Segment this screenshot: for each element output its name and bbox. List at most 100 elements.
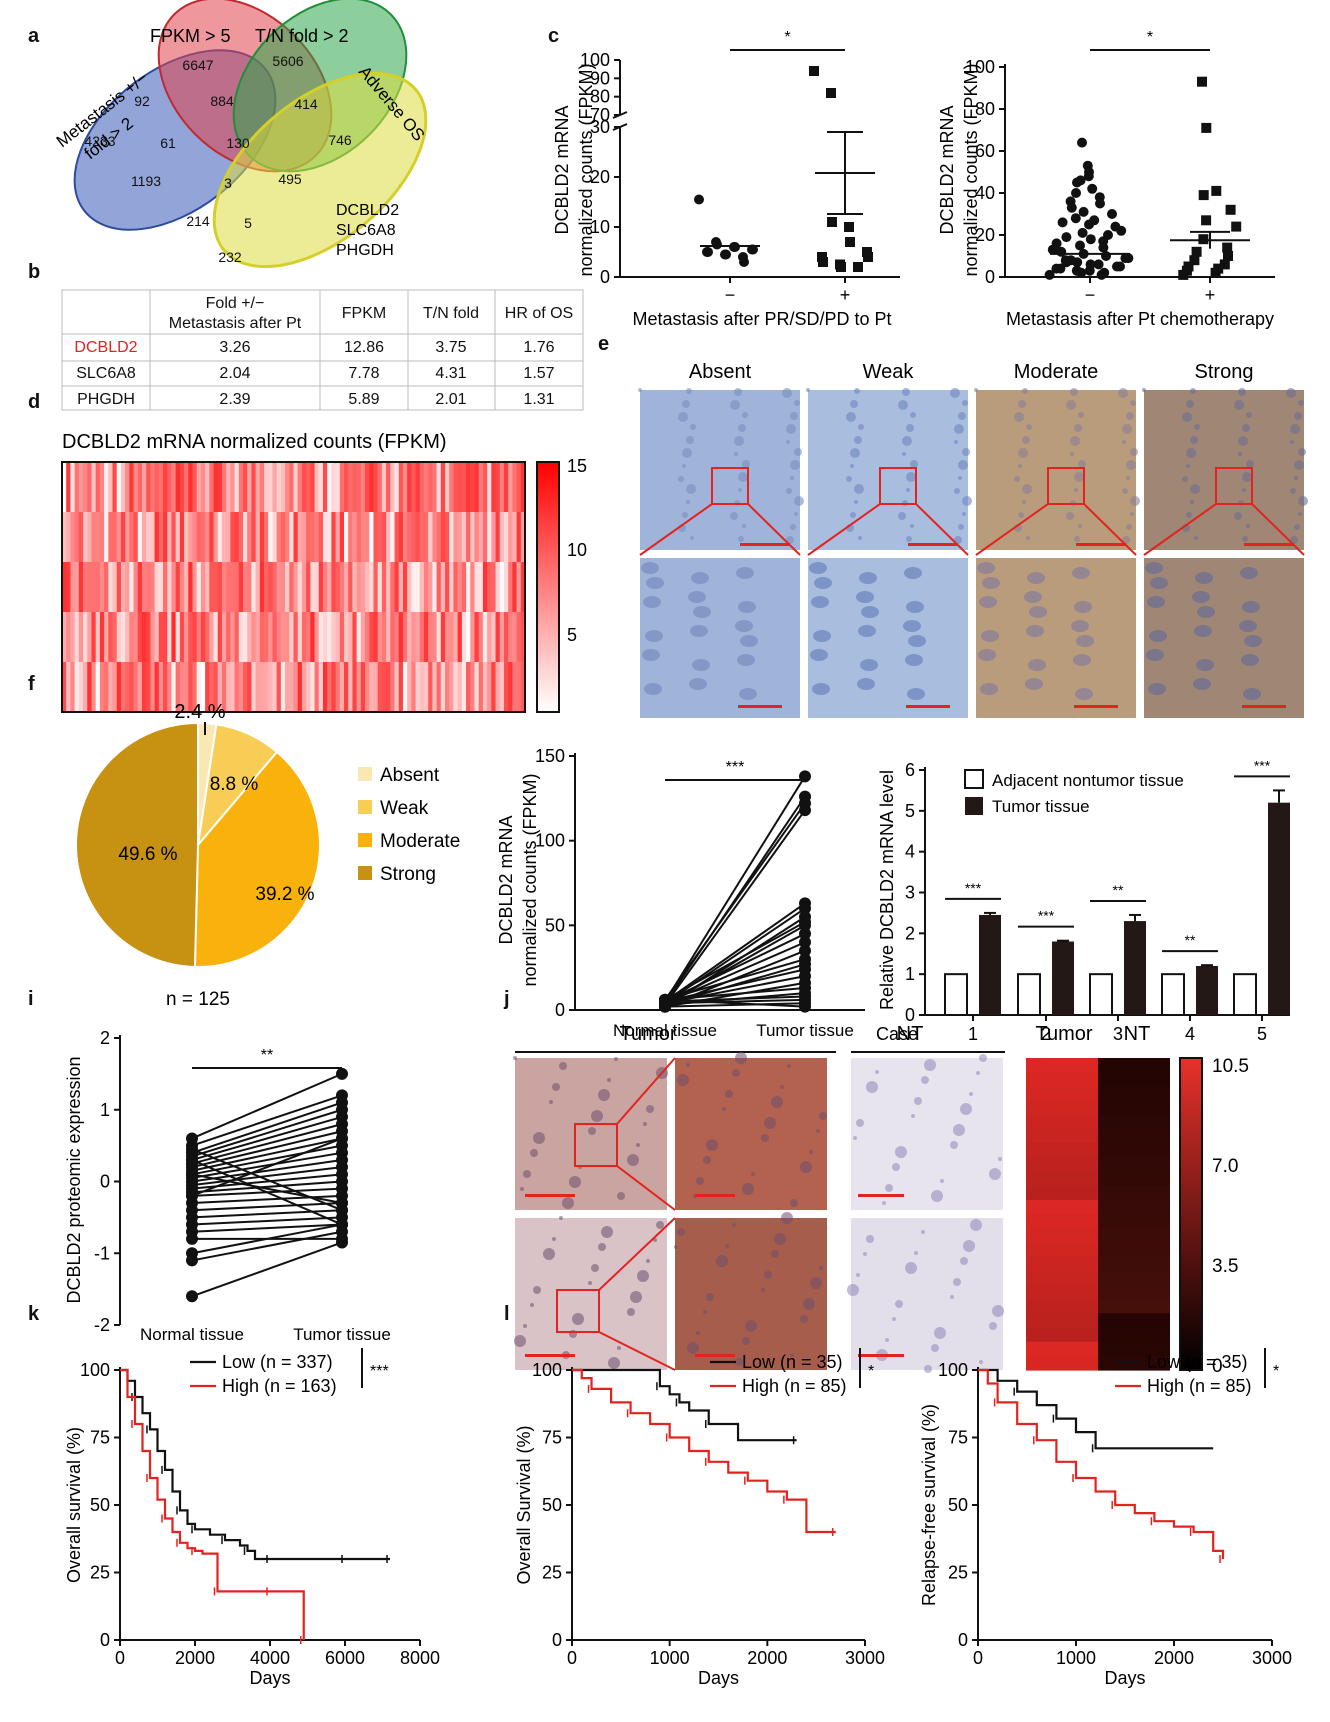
heatmap-cell (457, 662, 463, 713)
tissue-speck (885, 1338, 889, 1342)
cell-nucleus (738, 601, 756, 613)
cell-nucleus (1240, 567, 1258, 579)
scale-bar (525, 1354, 575, 1357)
tissue-speck (682, 448, 692, 458)
pair-line (191, 1101, 343, 1154)
heatmap-cell (386, 562, 391, 613)
y-tick-label: 25 (948, 1563, 968, 1583)
tissue-speck (559, 1216, 563, 1220)
heatmap-cell (394, 562, 400, 613)
data-point (818, 257, 828, 267)
heatmap-cell (184, 662, 189, 713)
heatmap-cell (188, 662, 194, 713)
cell-nucleus (644, 683, 662, 695)
heatmap-cell (87, 512, 93, 563)
heatmap-cell (310, 612, 316, 663)
legend-label: High (n = 85) (1147, 1376, 1252, 1396)
y-tick-label: 100 (580, 50, 610, 70)
tissue-speck (1118, 388, 1128, 398)
tissue-speck (682, 400, 690, 408)
tissue-speck (696, 1331, 700, 1335)
heatmap-cell (154, 512, 160, 563)
heatmap-cell (474, 612, 480, 663)
tissue-speck (1122, 488, 1128, 494)
heatmap-cell (482, 462, 488, 513)
heatmap-cell (461, 562, 467, 613)
tissue-speck (911, 1114, 915, 1118)
tissue-speck (1018, 512, 1024, 518)
heatmap-cell (163, 512, 168, 563)
heatmap-cell (141, 662, 147, 713)
y-tick-label: 1 (905, 964, 915, 984)
heatmap-cell (251, 562, 257, 613)
pair-line (191, 1209, 343, 1219)
heatmap-cell (322, 562, 328, 613)
heatmap-cell (491, 462, 497, 513)
data-point (845, 237, 855, 247)
cell-nucleus (1028, 659, 1046, 671)
heatmap-cell (314, 562, 320, 613)
heatmap-cell (221, 512, 227, 563)
y-tick-label: 60 (975, 141, 995, 161)
tissue-speck (716, 1255, 728, 1267)
heatmap-cell (70, 662, 76, 713)
x-tick-label: Normal tissue (613, 1021, 717, 1040)
heatmap-cell (516, 462, 522, 513)
heatmap-cell (373, 612, 379, 663)
heatmap-cell (66, 462, 72, 513)
heatmap-cell (453, 462, 459, 513)
heatmap-cell (83, 462, 88, 513)
heatmap-cell (381, 562, 387, 613)
heatmap-cell (339, 612, 345, 663)
tissue-speck (682, 464, 686, 468)
cell-nucleus (1239, 620, 1257, 632)
table-cell: 1.57 (523, 365, 554, 382)
heatmap-cell (264, 512, 269, 563)
heatmap-cell (66, 512, 72, 563)
heatmap-cell (310, 562, 316, 613)
tissue-speck (1130, 448, 1138, 456)
cell-nucleus (908, 635, 926, 647)
heatmap-cell (276, 662, 282, 713)
heatmap-cell (116, 612, 122, 663)
heatmap-cell (428, 512, 433, 563)
heatmap-cell (344, 662, 349, 713)
legend-label: Absent (380, 765, 440, 786)
heatmap-cell (163, 462, 168, 513)
venn-set-os (212, 71, 428, 269)
tissue-speck (686, 1063, 690, 1067)
heatmap-cell (66, 612, 72, 663)
heatmap-cell (365, 612, 370, 663)
tissue-speck (738, 536, 744, 542)
tissue-speck (850, 448, 860, 458)
tissue-speck (1298, 512, 1302, 516)
heatmap-cell (1026, 1355, 1098, 1371)
tissue-speck (794, 448, 802, 456)
data-point (836, 262, 846, 272)
tissue-speck (771, 1096, 783, 1108)
data-point (1047, 244, 1058, 255)
heatmap-cell (432, 462, 438, 513)
tissue-speck (1234, 400, 1244, 410)
heatmap-cell (83, 612, 88, 663)
heatmap-cell (436, 462, 442, 513)
pair-line (191, 1148, 343, 1212)
heatmap-cell (74, 512, 80, 563)
heatmap-cell (200, 462, 206, 513)
tissue-speck (1298, 496, 1308, 506)
heatmap-cell (436, 562, 442, 613)
heatmap-cell (276, 612, 282, 663)
chart-g: 0 50 100 150 Normal tissue Tumor tissue DCBLD2… (496, 746, 865, 1040)
c-right-xlabel: Metastasis after Pt chemotherapy (1006, 309, 1274, 329)
x-tick-label: 1000 (1056, 1648, 1096, 1668)
data-point (826, 88, 836, 98)
km-curve-low (978, 1368, 1214, 1450)
tissue-speck (533, 1132, 545, 1144)
heatmap-cell (209, 512, 215, 563)
tissue-speck (989, 1322, 997, 1330)
heatmap-cell (352, 562, 358, 613)
tissue-speck (1126, 460, 1136, 470)
heatmap-cell (1098, 1270, 1170, 1286)
heatmap-cell (192, 512, 198, 563)
